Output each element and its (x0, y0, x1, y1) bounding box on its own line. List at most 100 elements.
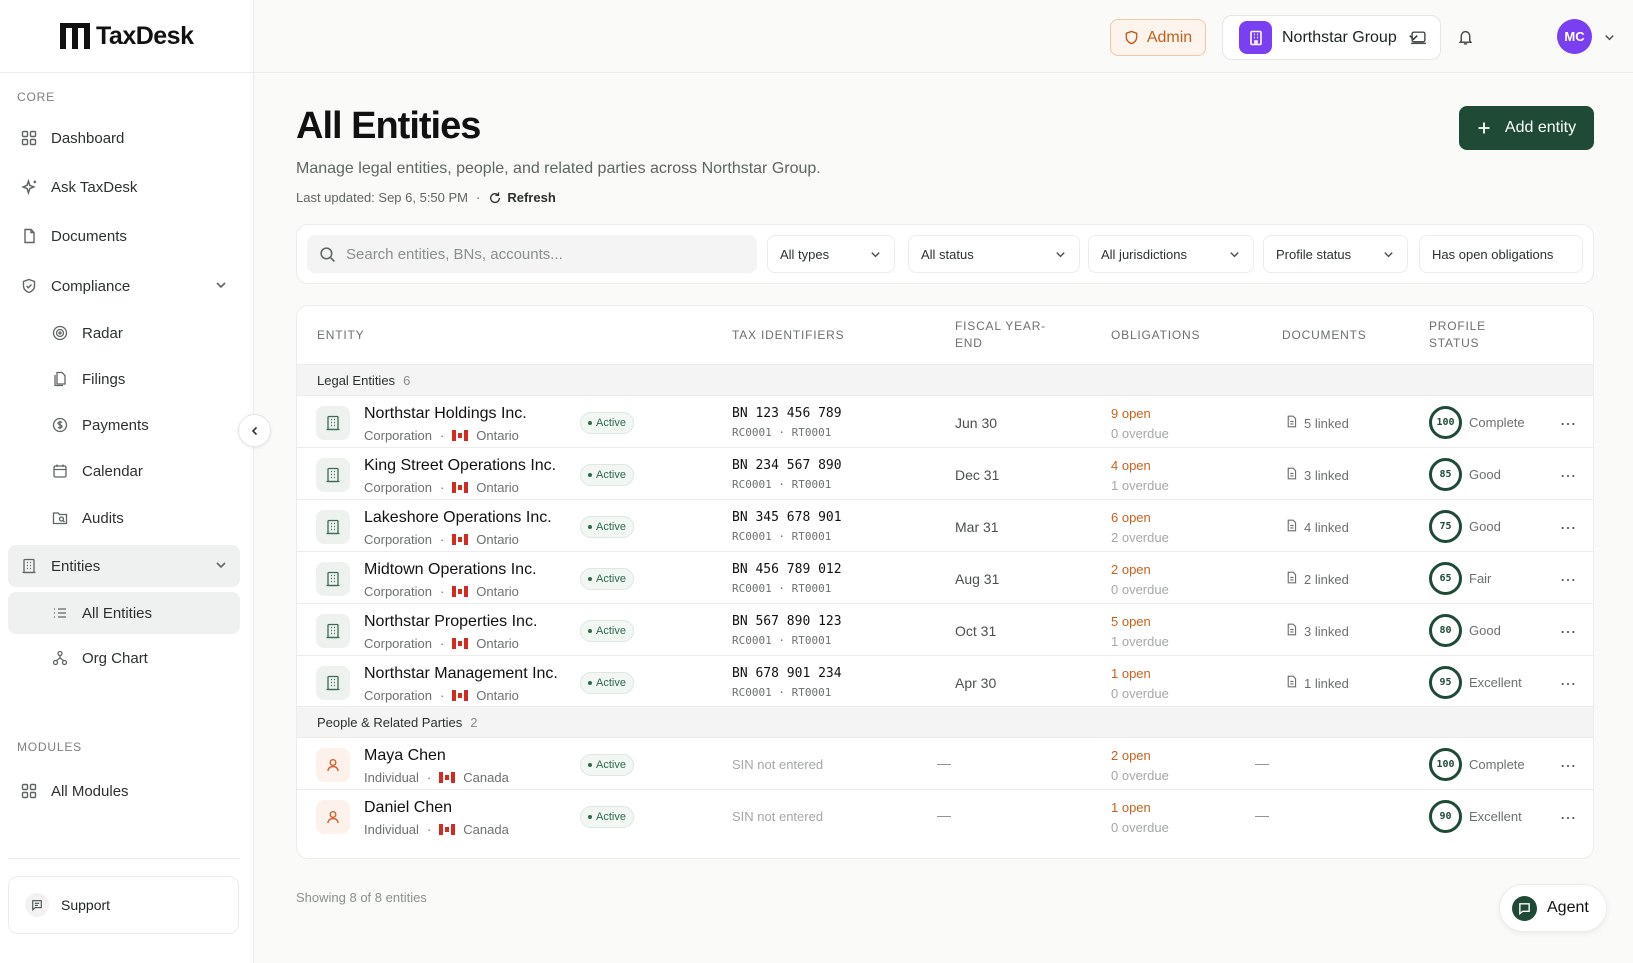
col-profile-status[interactable]: PROFILE STATUS (1429, 306, 1486, 364)
inbox-button[interactable] (1407, 26, 1429, 48)
open-obligations[interactable]: 5 open (1111, 614, 1151, 629)
entity-name[interactable]: Lakeshore Operations Inc. (364, 509, 552, 526)
fiscal-year-end-empty: — (937, 807, 951, 823)
org-switcher[interactable]: Northstar Group (1222, 15, 1441, 60)
linked-documents[interactable]: 4 linked (1285, 519, 1349, 535)
fiscal-year-end: Dec 31 (955, 467, 1000, 483)
type-filter[interactable]: All types (767, 235, 895, 273)
profile-status-filter[interactable]: Profile status (1263, 235, 1408, 273)
linked-documents[interactable]: 2 linked (1285, 571, 1349, 587)
file-icon (1285, 623, 1298, 639)
more-actions-button[interactable]: ⋯ (1560, 572, 1577, 589)
table-row[interactable]: Lakeshore Operations Inc. Corporation · Ont… (297, 500, 1593, 552)
separator-dot: · (439, 636, 445, 651)
overdue-obligations: 0 overdue (1111, 426, 1169, 441)
sidebar-item-label: Radar (82, 324, 123, 342)
status-label: Active (596, 811, 626, 823)
entity-name[interactable]: King Street Operations Inc. (364, 457, 557, 474)
sidebar-item-all-entities[interactable]: All Entities (8, 592, 240, 634)
more-actions-button[interactable]: ⋯ (1560, 468, 1577, 485)
user-avatar[interactable]: MC (1557, 19, 1592, 54)
more-actions-button[interactable]: ⋯ (1560, 520, 1577, 537)
table-row[interactable]: Northstar Holdings Inc. Corporation · Ontar… (297, 396, 1593, 448)
org-name: Northstar Group (1282, 28, 1397, 46)
profile-score-ring: 75 (1429, 510, 1462, 543)
status-filter[interactable]: All status (908, 235, 1080, 273)
refresh-button[interactable]: Refresh (488, 190, 556, 205)
sidebar-item-dashboard[interactable]: Dashboard (8, 117, 240, 159)
jurisdiction-filter[interactable]: All jurisdictions (1088, 235, 1254, 273)
more-actions-button[interactable]: ⋯ (1560, 624, 1577, 641)
table-row[interactable]: Midtown Operations Inc. Corporation · Ontar… (297, 552, 1593, 604)
more-actions-button[interactable]: ⋯ (1560, 810, 1577, 827)
col-obligations[interactable]: OBLIGATIONS (1111, 327, 1201, 342)
col-documents[interactable]: DOCUMENTS (1282, 327, 1367, 342)
jurisdiction-filter-label: All jurisdictions (1101, 246, 1187, 262)
open-obligations[interactable]: 4 open (1111, 458, 1151, 473)
sidebar-item-all-modules[interactable]: All Modules (8, 770, 240, 812)
status-label: Active (596, 573, 626, 585)
sidebar-item-audits[interactable]: Audits (8, 497, 240, 539)
entity-name[interactable]: Northstar Holdings Inc. (364, 405, 527, 422)
linked-documents[interactable]: 5 linked (1285, 415, 1349, 431)
more-actions-button[interactable]: ⋯ (1560, 416, 1577, 433)
col-entity[interactable]: ENTITY (317, 327, 365, 342)
table-row[interactable]: Northstar Management Inc. Corporation · Ont… (297, 656, 1593, 708)
brand-logo[interactable]: TaxDesk (0, 0, 253, 73)
sidebar-item-entities[interactable]: Entities (8, 545, 240, 587)
entity-name[interactable]: Daniel Chen (364, 799, 453, 816)
open-obligations[interactable]: 2 open (1111, 562, 1151, 577)
linked-documents[interactable]: 1 linked (1285, 675, 1349, 691)
profile-score-ring: 80 (1429, 614, 1462, 647)
linked-documents[interactable]: 3 linked (1285, 467, 1349, 483)
profile-status-label: Excellent (1469, 675, 1522, 690)
entity-name[interactable]: Northstar Properties Inc. (364, 613, 538, 630)
more-actions-button[interactable]: ⋯ (1560, 676, 1577, 693)
support-button[interactable]: Support (8, 876, 239, 934)
add-entity-button[interactable]: Add entity (1459, 106, 1594, 150)
search-input[interactable]: Search entities, BNs, accounts... (307, 235, 757, 273)
entity-meta: Corporation · Ontario (364, 688, 519, 703)
sidebar-item-ask-taxdesk[interactable]: Ask TaxDesk (8, 166, 240, 208)
overdue-obligations: 0 overdue (1111, 820, 1169, 835)
open-obligations-filter[interactable]: Has open obligations (1419, 235, 1583, 273)
table-row[interactable]: Daniel Chen Individual · Canada Active SIN no… (297, 790, 1593, 842)
linked-documents[interactable]: 3 linked (1285, 623, 1349, 639)
open-obligations[interactable]: 1 open (1111, 666, 1151, 681)
chevron-down-icon (1604, 34, 1614, 40)
document-icon (19, 226, 39, 246)
chevron-down-icon (1054, 248, 1067, 264)
agent-button[interactable]: Agent (1499, 884, 1607, 932)
sidebar-item-documents[interactable]: Documents (8, 215, 240, 257)
dollar-circle-icon (50, 415, 70, 435)
building-icon (316, 562, 350, 596)
sidebar-item-filings[interactable]: Filings (8, 358, 240, 400)
col-fiscal-year-end[interactable]: FISCAL YEAR- END (955, 306, 1046, 364)
sidebar-item-radar[interactable]: Radar (8, 312, 240, 354)
sidebar-item-org-chart[interactable]: Org Chart (8, 637, 240, 679)
entity-type: Individual (364, 822, 419, 837)
sidebar-item-calendar[interactable]: Calendar (8, 450, 240, 492)
open-obligations[interactable]: 9 open (1111, 406, 1151, 421)
folder-search-icon (50, 508, 70, 528)
table-row[interactable]: Northstar Properties Inc. Corporation · Ont… (297, 604, 1593, 656)
taxdesk-logo-icon (60, 23, 92, 49)
sidebar-item-payments[interactable]: Payments (8, 404, 240, 446)
open-obligations[interactable]: 1 open (1111, 800, 1151, 815)
entity-name[interactable]: Maya Chen (364, 747, 446, 764)
collapse-sidebar-button[interactable] (238, 414, 271, 447)
entity-region: Ontario (476, 584, 519, 599)
entity-name[interactable]: Northstar Management Inc. (364, 665, 558, 682)
col-tax-identifiers[interactable]: TAX IDENTIFIERS (732, 327, 845, 342)
table-row[interactable]: Maya Chen Individual · Canada Active SIN not … (297, 738, 1593, 790)
admin-badge[interactable]: Admin (1110, 19, 1206, 56)
entity-name[interactable]: Midtown Operations Inc. (364, 561, 537, 578)
more-actions-button[interactable]: ⋯ (1560, 758, 1577, 775)
open-obligations[interactable]: 6 open (1111, 510, 1151, 525)
sidebar-item-compliance[interactable]: Compliance (8, 265, 240, 307)
notifications-button[interactable] (1454, 26, 1476, 48)
open-obligations[interactable]: 2 open (1111, 748, 1151, 763)
table-row[interactable]: King Street Operations Inc. Corporation · O… (297, 448, 1593, 500)
building-icon (316, 458, 350, 492)
account-menu-button[interactable] (1598, 26, 1620, 48)
